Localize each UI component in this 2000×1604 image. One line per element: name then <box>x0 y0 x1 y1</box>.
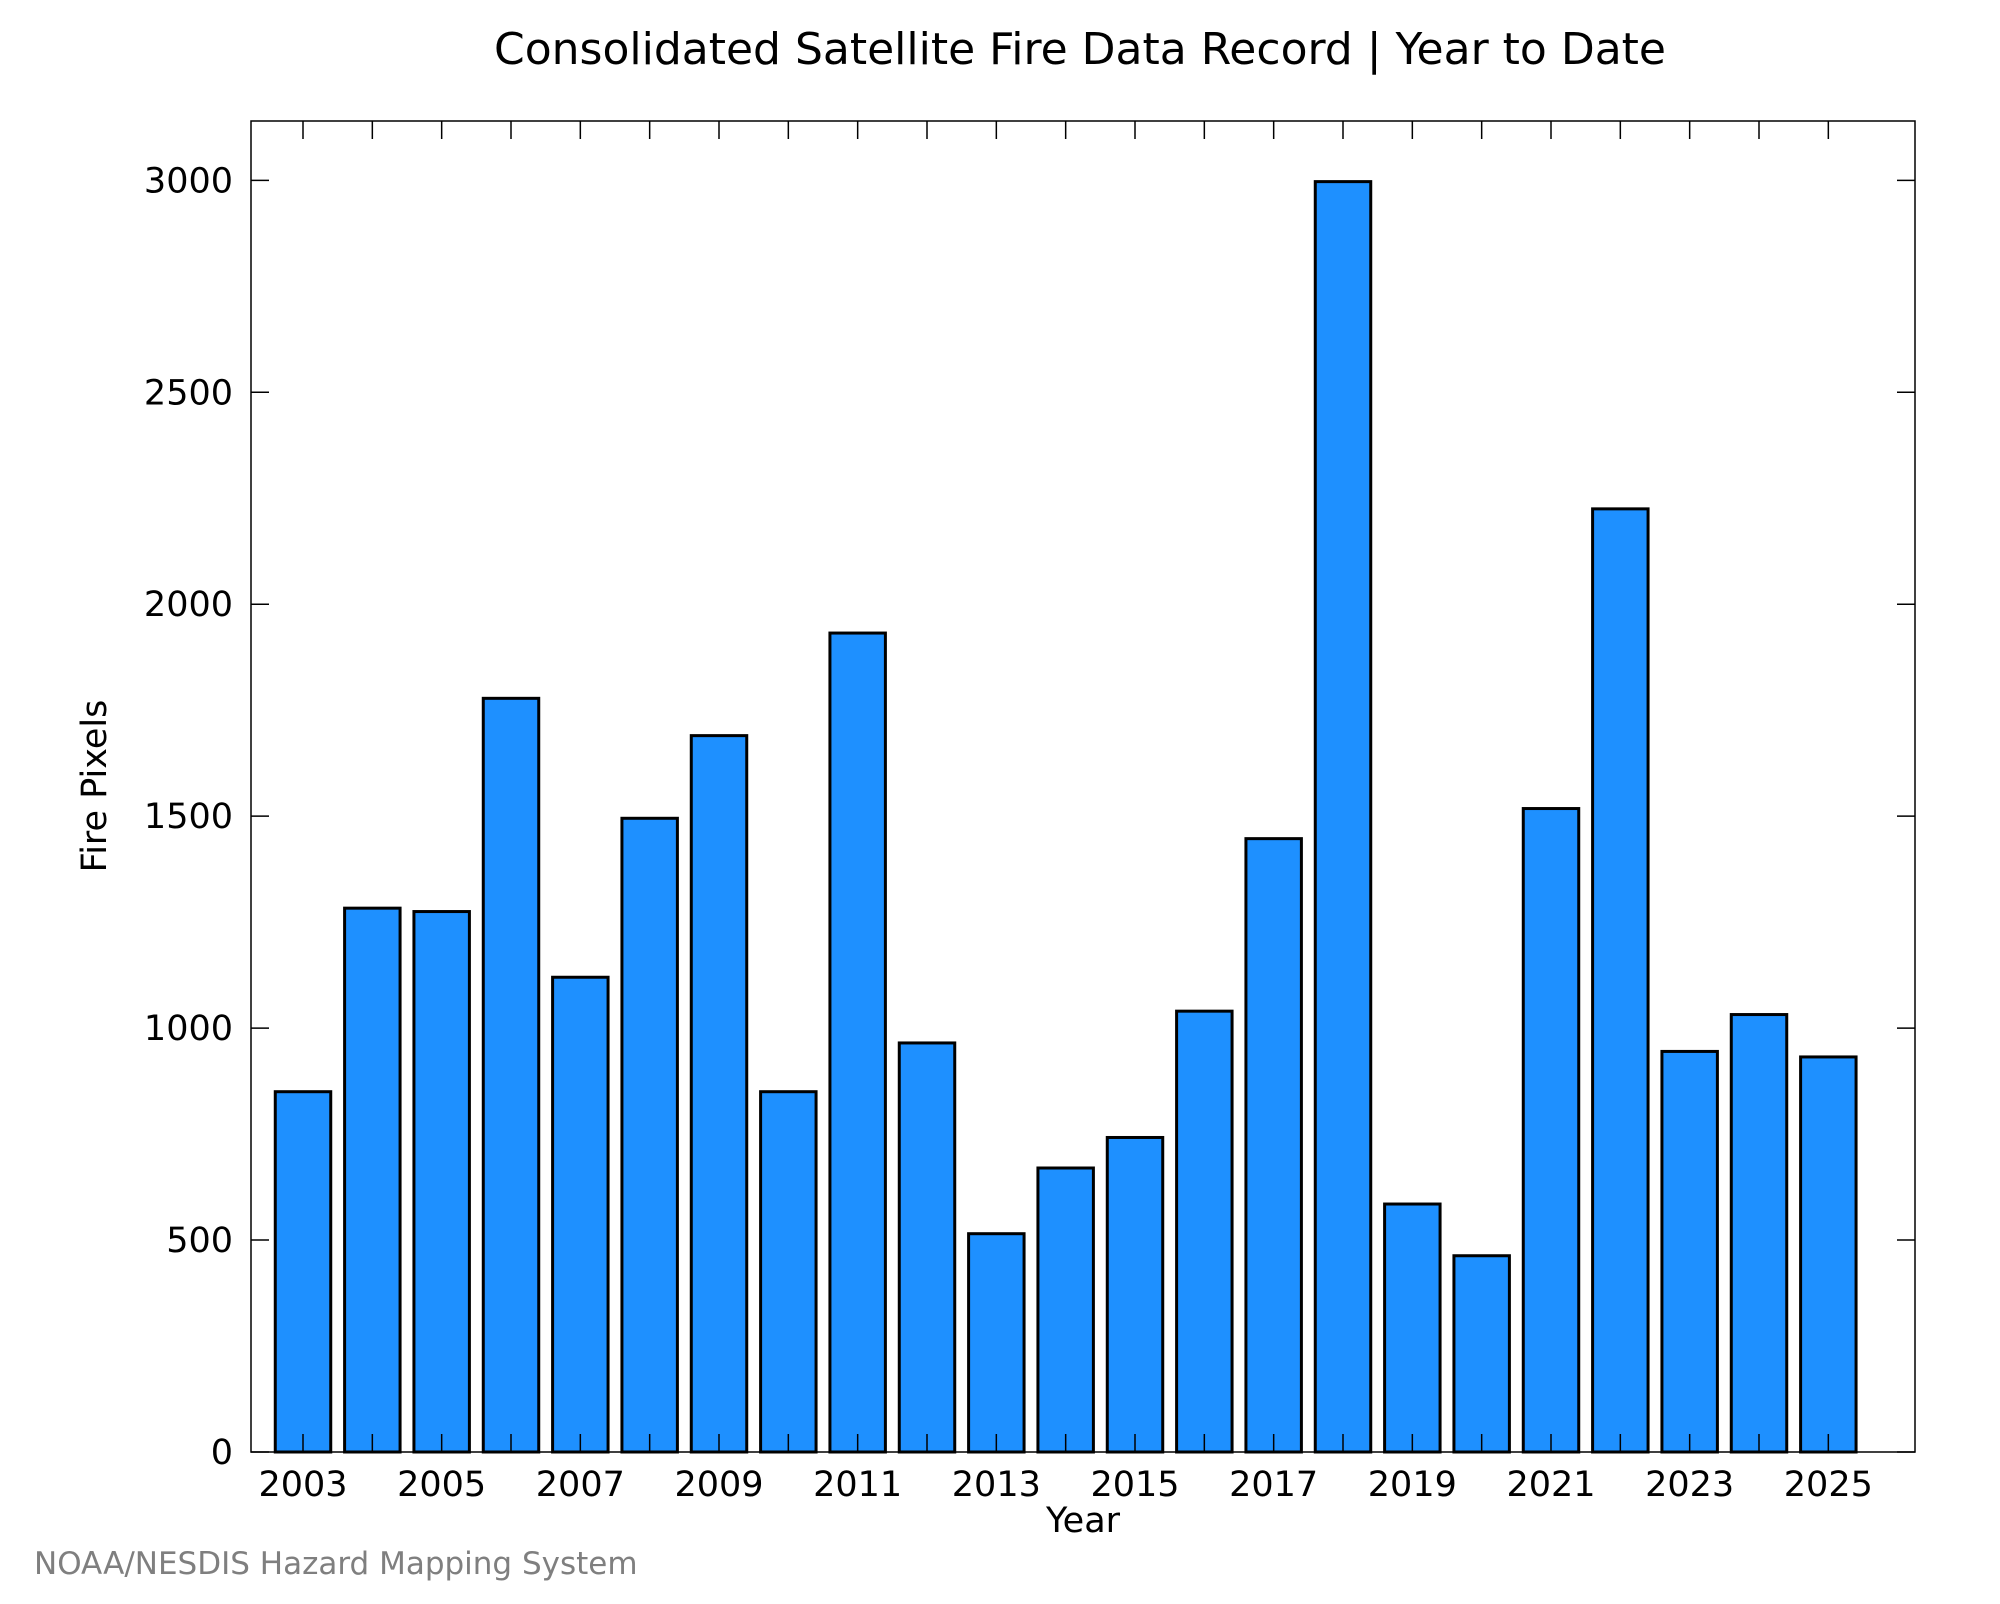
x-axis-label: Year <box>1045 1501 1121 1541</box>
x-tick-label-2015: 2015 <box>1090 1465 1179 1505</box>
bar-2005 <box>412 910 471 1454</box>
source-caption: NOAA/NESDIS Hazard Mapping System <box>34 1546 638 1582</box>
x-tick-label-2013: 2013 <box>952 1465 1041 1505</box>
bar-2008 <box>620 816 679 1454</box>
chart-title: Consolidated Satellite Fire Data Record … <box>494 24 1666 75</box>
bar-2007 <box>551 975 610 1454</box>
y-tick-label-2000: 2000 <box>144 585 233 625</box>
bar-2016 <box>1175 1009 1234 1454</box>
x-tick-labels: 2003 2005 2007 2009 2011 2013 2015 2017 2019 2021… <box>258 1465 1872 1505</box>
plot-frame <box>250 120 1916 1453</box>
x-tick-label-2003: 2003 <box>258 1465 347 1505</box>
x-tick-label-2023: 2023 <box>1645 1465 1734 1505</box>
bar-2004 <box>343 906 402 1454</box>
bar-2009 <box>689 734 749 1454</box>
x-tick-label-2011: 2011 <box>813 1465 902 1505</box>
bar-2023 <box>1660 1049 1719 1454</box>
bar-2017 <box>1244 837 1303 1454</box>
bar-2013 <box>967 1232 1026 1454</box>
bar-2012 <box>897 1041 957 1454</box>
x-tick-label-2019: 2019 <box>1368 1465 1457 1505</box>
bar-2014 <box>1036 1166 1095 1454</box>
y-axis-label: Fire Pixels <box>75 700 115 873</box>
bar-2018 <box>1313 180 1373 1454</box>
bar-2020 <box>1452 1254 1511 1454</box>
y-tick-label-500: 500 <box>166 1221 233 1261</box>
bar-2021 <box>1521 807 1581 1454</box>
y-tick-label-3000: 3000 <box>144 161 233 201</box>
y-tick-labels: 0 500 1000 1500 2000 2500 3000 <box>144 161 233 1473</box>
bar-2006 <box>481 696 541 1454</box>
y-tick-label-0: 0 <box>211 1433 233 1473</box>
y-tick-label-1000: 1000 <box>144 1009 233 1049</box>
ticks-group <box>251 121 1915 1453</box>
x-tick-label-2025: 2025 <box>1784 1465 1873 1505</box>
bar-2011 <box>828 631 887 1454</box>
bar-2003 <box>273 1090 333 1454</box>
bar-2019 <box>1383 1202 1442 1454</box>
bar-2024 <box>1729 1013 1789 1454</box>
x-tick-label-2005: 2005 <box>397 1465 486 1505</box>
x-tick-label-2017: 2017 <box>1229 1465 1318 1505</box>
bar-2010 <box>759 1090 818 1454</box>
y-tick-label-1500: 1500 <box>144 797 233 837</box>
x-tick-label-2007: 2007 <box>536 1465 625 1505</box>
bar-2015 <box>1105 1135 1165 1454</box>
x-tick-label-2021: 2021 <box>1506 1465 1595 1505</box>
bar-2022 <box>1591 507 1650 1454</box>
bars-group <box>273 180 1858 1454</box>
bar-2025 <box>1799 1055 1858 1454</box>
x-tick-label-2009: 2009 <box>674 1465 763 1505</box>
y-tick-label-2500: 2500 <box>144 373 233 413</box>
